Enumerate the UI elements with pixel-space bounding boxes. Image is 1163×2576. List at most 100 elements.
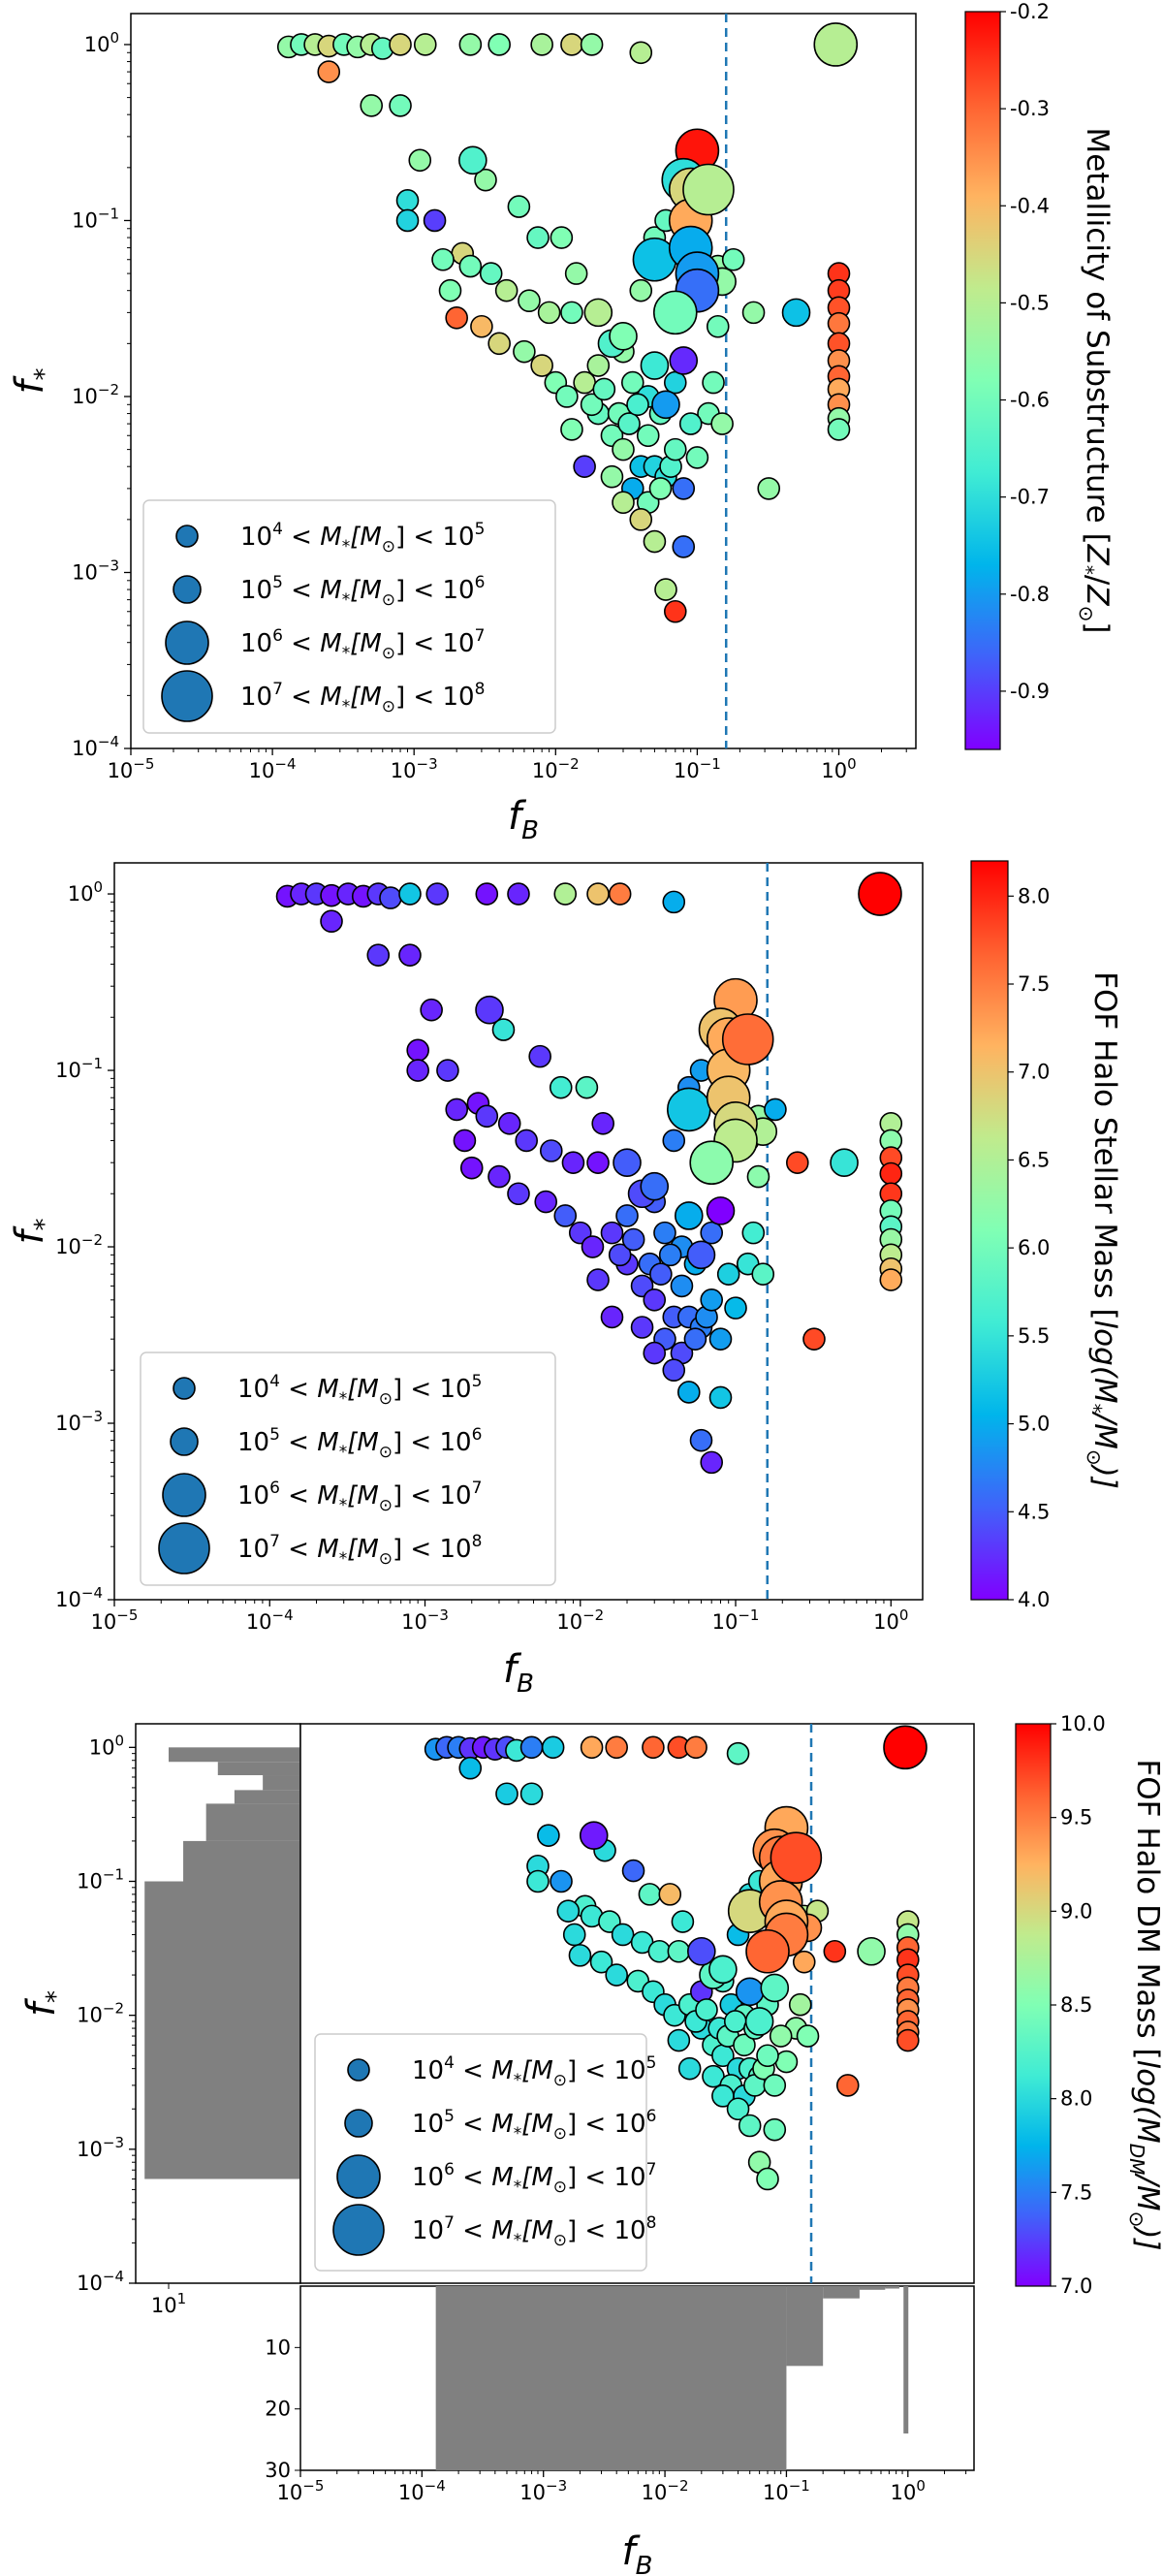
scatter-point [612,437,635,461]
scatter-point [621,1227,645,1252]
scatter-point [560,418,583,441]
legend-marker [165,620,209,665]
colorbar-tick-label: 8.0 [1060,2087,1092,2111]
scatter-point [528,1044,551,1068]
colorbar-tick-label: -0.5 [1010,291,1050,314]
scatter-point [741,301,766,325]
scatter-point [560,301,583,325]
y-tick-label: 100 [84,29,119,56]
scatter-point [823,1939,847,1963]
x-tick-label: 10−2 [556,1606,604,1634]
scatter-point [751,1262,775,1287]
y-tick-label: 10−1 [55,1055,103,1082]
scatter-point [549,1075,573,1099]
scatter-point [555,385,579,408]
scatter-point [553,882,578,906]
legend-label: 105 < M*[M⊙] < 106 [237,1425,482,1462]
scatter-point [431,247,455,271]
scatter-point [475,882,499,906]
scatter-point [389,33,412,56]
scatter-point [678,412,703,435]
scatter-point [445,1097,469,1122]
scatter-point [721,247,745,271]
scatter-point [459,1156,484,1180]
scatter-point [556,1899,581,1923]
scatter-point [539,1139,563,1162]
scatter-point [651,390,680,420]
legend-marker [175,525,199,548]
scatter-point [896,2028,920,2052]
x-tick-label: 10−1 [674,755,721,782]
scatter-point [835,2074,860,2097]
scatter-point [581,1235,605,1258]
legend-marker [347,2058,370,2082]
scatter-point [672,477,696,500]
scatter-point [745,1928,790,1974]
scatter-point [379,886,402,909]
scatter-point [726,1741,750,1765]
y-axis-label: f* [19,1990,71,2017]
legend-label: 107 < M*[M⊙] < 108 [412,2213,656,2250]
left-histogram-bar [183,1840,300,1882]
scatter-point [662,1358,686,1383]
x-tick-label: 10−3 [519,2477,567,2504]
scatter-point [458,1756,483,1780]
scatter-point [638,1883,662,1906]
scatter-point [760,1973,790,2003]
y-tick-label: 10−2 [77,2000,124,2027]
scatter-point [702,370,725,395]
left-histogram-bar [263,1775,300,1791]
scatter-point [643,529,667,554]
legend-label: 107 < M*[M⊙] < 108 [237,1532,482,1569]
scatter-point [858,872,902,916]
scatter-point [537,1824,560,1847]
scatter-point [827,418,851,441]
legend-marker [170,1427,199,1456]
scatter-point [458,254,483,278]
scatter-point [487,33,511,56]
scatter-point [689,1140,735,1185]
scatter-point [586,1151,610,1174]
scatter-point [497,1112,521,1135]
scatter-point [591,1112,614,1135]
scatter-point [802,1327,826,1351]
scatter-point [494,278,519,302]
colorbar-tick-label: -0.6 [1010,389,1050,412]
legend-box [314,2033,647,2272]
y-tick-label: 10−3 [77,2134,124,2161]
scatter-point [629,508,653,531]
scatter-point [586,882,610,906]
scatter-point [600,464,624,489]
scatter-point [683,1327,707,1351]
scatter-point [733,2033,756,2057]
scatter-point [438,278,462,302]
scatter-point [413,33,437,56]
scatter-point [495,1782,519,1806]
scatter-point [653,1221,676,1245]
scatter-point [827,311,851,335]
scatter-point [568,1944,592,1967]
scatter-point [763,2117,787,2142]
y-tick-label: 10−4 [77,2268,124,2295]
scatter-point [666,1087,711,1132]
x-tick-label: 100 [873,1606,908,1634]
scatter-point [676,1381,701,1404]
scatter-point [786,1151,809,1174]
scatter-point [672,535,696,558]
left-histogram-bar [144,1881,300,2179]
legend-marker [158,1522,210,1574]
scatter-point [436,1059,459,1082]
scatter-point [788,1992,812,2017]
colorbar-tick-label: 4.5 [1018,1500,1050,1523]
scatter-point [663,437,687,461]
scatter-point [398,882,422,906]
bottom-histogram-bar [823,2286,860,2299]
x-tick-label: 10−1 [763,2477,810,2504]
scatter-points [275,872,903,1475]
colorbar-tick-label: 8.0 [1018,884,1050,907]
scatter-point [617,412,641,435]
scatter-point [609,322,638,351]
scatter-point [857,1936,886,1966]
scatter-point [395,208,420,233]
scatter-point [487,332,511,356]
